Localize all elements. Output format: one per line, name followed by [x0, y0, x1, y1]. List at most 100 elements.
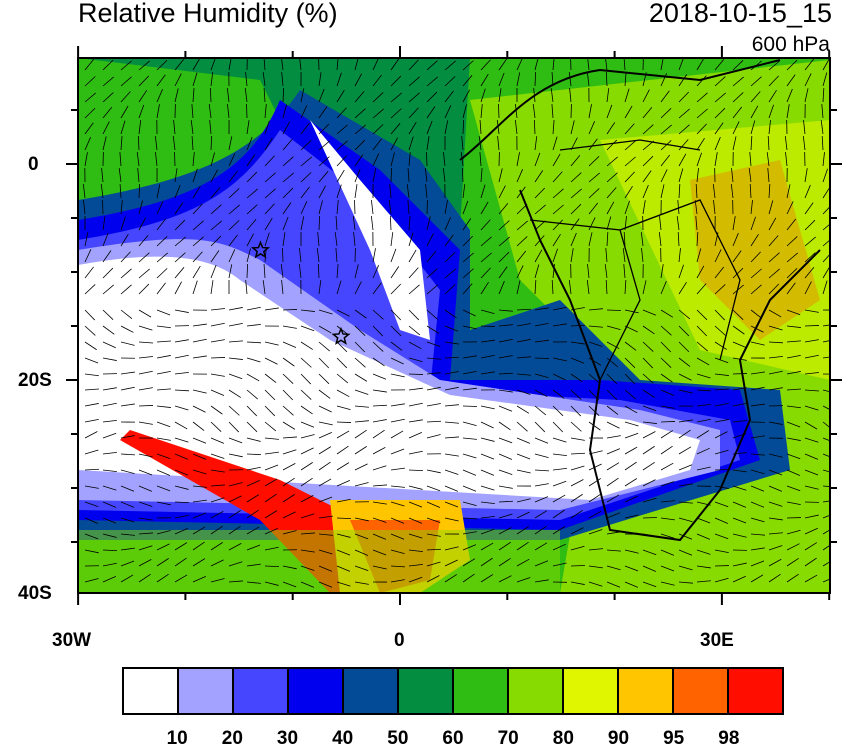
wind-barb — [390, 75, 402, 87]
wind-barb — [138, 325, 153, 331]
wind-barb — [534, 560, 549, 567]
wind-barb — [281, 280, 284, 295]
wind-barb — [426, 151, 428, 167]
wind-barb — [390, 533, 405, 540]
wind-barb — [336, 389, 350, 398]
wind-barb — [298, 264, 302, 279]
wind-barb — [264, 581, 279, 586]
wind-barb — [120, 233, 129, 247]
wind-barb — [408, 267, 419, 279]
wind-barb — [822, 58, 830, 71]
wind-barb — [300, 156, 312, 167]
wind-barb — [588, 405, 600, 416]
wind-barb — [174, 236, 186, 247]
wind-barb — [264, 217, 273, 231]
wind-barb — [426, 357, 441, 360]
wind-barb — [210, 322, 225, 327]
wind-barb — [804, 339, 819, 343]
wind-barb — [372, 446, 386, 455]
wind-barb — [444, 217, 452, 231]
wind-barb — [534, 405, 547, 416]
wind-barb — [228, 561, 243, 567]
wind-barb — [390, 517, 405, 524]
wind-barb — [101, 168, 104, 183]
wind-barb — [354, 73, 363, 87]
wind-barb — [102, 432, 117, 439]
wind-barb — [210, 453, 225, 459]
wind-barb — [480, 252, 492, 263]
wind-barb — [83, 200, 86, 215]
wind-barb — [354, 357, 366, 368]
wind-barb — [389, 184, 392, 199]
wind-barb — [696, 58, 705, 71]
wind-barb — [228, 580, 243, 583]
wind-barb — [156, 268, 168, 279]
wind-barb — [822, 72, 828, 87]
wind-barb — [498, 389, 513, 393]
wind-barb — [462, 89, 470, 103]
wind-barb — [534, 264, 540, 279]
wind-barb — [120, 469, 135, 475]
wind-barb — [696, 108, 708, 119]
wind-barb — [300, 105, 308, 119]
wind-barb — [444, 309, 457, 319]
wind-barb — [605, 280, 608, 295]
wind-barb — [624, 421, 639, 427]
wind-barb — [768, 325, 783, 331]
wind-barb — [678, 168, 684, 183]
wind-barb — [317, 263, 320, 279]
wind-barb — [480, 501, 495, 505]
wind-barb — [768, 558, 782, 567]
wind-barb — [336, 549, 351, 556]
wind-barb — [732, 250, 742, 263]
colorbar-label: 20 — [221, 728, 243, 749]
wind-barb — [388, 200, 392, 215]
wind-barb — [138, 453, 153, 458]
wind-barb — [174, 184, 181, 199]
wind-barb — [102, 562, 117, 567]
wind-barb — [192, 220, 204, 231]
wind-barb — [767, 136, 770, 151]
wind-barb — [246, 306, 261, 311]
wind-barb — [246, 453, 262, 455]
wind-barb — [282, 156, 294, 167]
wind-barb — [245, 72, 248, 87]
wind-barb — [497, 136, 500, 151]
wind-barb — [444, 421, 459, 424]
wind-barb — [120, 76, 132, 87]
wind-barb — [336, 581, 351, 587]
wind-barb — [156, 340, 171, 343]
valid-time: 2018-10-15_15 — [648, 0, 832, 28]
wind-barb — [660, 341, 672, 353]
wind-barb — [119, 184, 122, 199]
wind-barb — [714, 517, 729, 524]
wind-barb — [462, 573, 475, 583]
wind-barb — [786, 437, 801, 441]
wind-barb — [408, 564, 423, 567]
wind-barb — [192, 499, 207, 503]
wind-barb — [606, 373, 618, 385]
wind-barb — [210, 578, 225, 583]
wind-barb — [318, 581, 333, 588]
wind-barb — [786, 74, 796, 87]
wind-barb — [138, 558, 152, 567]
wind-barb — [624, 581, 639, 588]
wind-barb — [822, 544, 830, 551]
wind-barb — [732, 232, 739, 247]
wind-barb — [264, 437, 279, 440]
wind-barb — [138, 545, 153, 551]
wind-barb — [768, 517, 783, 521]
wind-barb — [516, 389, 531, 395]
wind-barb — [102, 501, 117, 508]
wind-barb — [552, 494, 566, 503]
wind-barb — [730, 184, 734, 199]
wind-barb — [264, 203, 275, 215]
wind-barb — [568, 72, 572, 87]
wind-barb — [480, 542, 494, 551]
wind-barb — [516, 405, 530, 414]
wind-barb — [714, 92, 726, 103]
wind-barb — [84, 501, 99, 507]
wind-barb — [804, 469, 819, 476]
wind-barb — [768, 120, 771, 135]
wind-barb — [678, 581, 693, 584]
